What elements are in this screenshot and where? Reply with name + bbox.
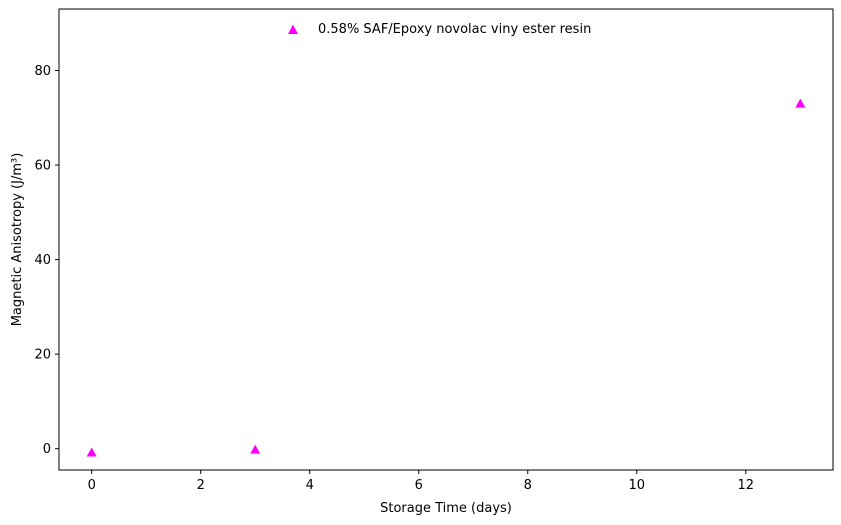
x-tick-label: 0 xyxy=(88,478,96,493)
y-tick-label: 0 xyxy=(43,442,51,457)
y-axis-ticks: 0 20 40 60 80 xyxy=(34,64,59,457)
y-tick-label: 60 xyxy=(34,159,51,174)
data-point-triangle xyxy=(795,98,806,108)
x-tick-label: 2 xyxy=(197,478,205,493)
data-point-triangle xyxy=(86,447,97,457)
x-tick-label: 4 xyxy=(306,478,314,493)
x-tick-label: 6 xyxy=(415,478,423,493)
data-point-triangle xyxy=(250,444,261,454)
y-tick-label: 80 xyxy=(34,64,51,79)
y-tick-label: 40 xyxy=(34,253,51,268)
y-axis-label: Magnetic Anisotropy (J/m³) xyxy=(10,153,25,327)
data-points xyxy=(86,98,806,457)
x-tick-label: 10 xyxy=(629,478,646,493)
legend-label: 0.58% SAF/Epoxy novolac viny ester resin xyxy=(318,22,591,37)
y-tick-label: 20 xyxy=(34,348,51,363)
x-tick-label: 12 xyxy=(738,478,755,493)
x-axis-ticks: 0 2 4 6 8 10 12 xyxy=(88,470,754,493)
x-axis-label: Storage Time (days) xyxy=(380,501,512,516)
legend-marker-icon xyxy=(288,24,298,34)
plot-area xyxy=(58,8,834,471)
legend: 0.58% SAF/Epoxy novolac viny ester resin xyxy=(288,22,591,37)
x-tick-label: 8 xyxy=(524,478,532,493)
